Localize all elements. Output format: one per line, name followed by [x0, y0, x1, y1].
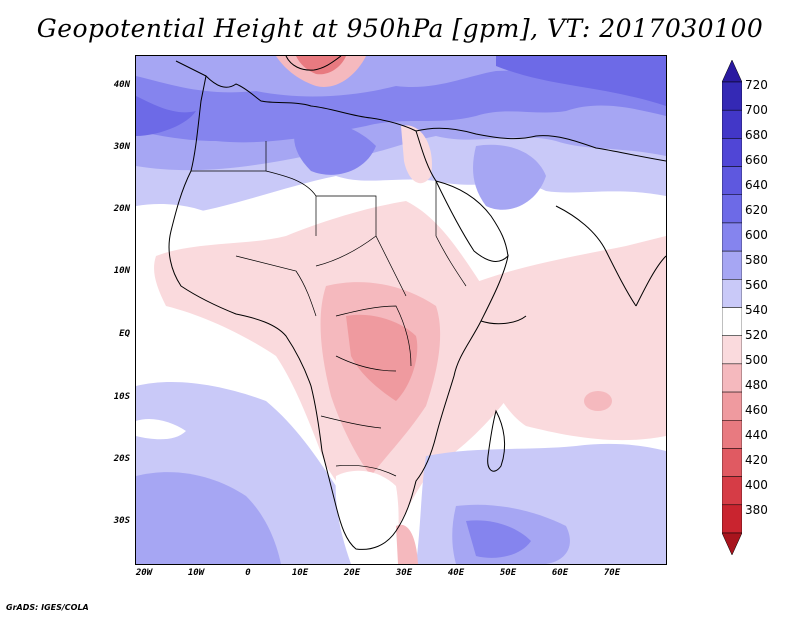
lon-label-50e: 50E [499, 568, 517, 578]
colorbar-label: 640 [745, 178, 768, 192]
colorbar-label: 620 [745, 203, 768, 217]
colorbar-swatch [722, 81, 742, 111]
lon-label-20e: 20E [343, 568, 361, 578]
lon-label-70e: 70E [603, 568, 621, 578]
colorbar-label: 380 [745, 503, 768, 517]
lat-label-30s: 30S [113, 516, 130, 526]
lat-label-eq: EQ [119, 329, 130, 339]
colorbar-swatch [722, 391, 742, 421]
colorbar-label: 600 [745, 228, 768, 242]
colorbar-label: 420 [745, 453, 768, 467]
lon-label-60e: 60E [551, 568, 569, 578]
colorbar-label: 480 [745, 378, 768, 392]
colorbar-label: 500 [745, 353, 768, 367]
map-title: Geopotential Height at 950hPa [gpm], VT:… [36, 14, 764, 43]
colorbar-swatch [722, 448, 742, 477]
colorbar-label: 400 [745, 478, 768, 492]
lon-label-0: 0 [245, 568, 251, 578]
lon-label-40e: 40E [447, 568, 465, 578]
colorbar-swatch [722, 279, 742, 308]
height-field [136, 56, 666, 564]
colorbar-label: 540 [745, 303, 768, 317]
lon-label-10e: 10E [291, 568, 309, 578]
lat-label-30n: 30N [113, 142, 130, 152]
lon-label-10w: 10W [187, 568, 205, 578]
colorbar-swatch [722, 60, 742, 83]
colorbar-label: 520 [745, 328, 768, 342]
colorbar-label: 560 [745, 278, 768, 292]
colorbar-label: 580 [745, 253, 768, 267]
colorbar-swatch [722, 363, 742, 393]
colorbar-swatch [722, 476, 742, 506]
colorbar-swatch [722, 222, 742, 252]
lat-label-20n: 20N [113, 204, 130, 214]
lat-label-10s: 10S [113, 392, 130, 402]
colorbar-swatch [722, 109, 742, 139]
colorbar-swatch [722, 335, 742, 365]
lon-label-30e: 30E [395, 568, 413, 578]
colorbar-label: 440 [745, 428, 768, 442]
colorbar-label: 680 [745, 128, 768, 142]
grads-credit: GrADS: IGES/COLA [6, 603, 89, 612]
colorbar-swatch [722, 166, 742, 195]
colorbar-swatch [722, 250, 742, 280]
colorbar-swatch [722, 138, 742, 167]
colorbar-label: 660 [745, 153, 768, 167]
colorbar [722, 60, 742, 555]
colorbar-label: 460 [745, 403, 768, 417]
colorbar-swatch [722, 307, 742, 336]
colorbar-label: 700 [745, 103, 768, 117]
lat-label-10n: 10N [113, 266, 130, 276]
colorbar-swatch [722, 532, 742, 555]
colorbar-label: 720 [745, 78, 768, 92]
colorbar-swatch [722, 194, 742, 224]
colorbar-swatch [722, 420, 742, 449]
lat-label-20s: 20S [113, 454, 130, 464]
colorbar-swatch [722, 504, 742, 534]
lat-label-40n: 40N [113, 80, 130, 90]
map-area [135, 55, 667, 565]
lon-label-20w: 20W [135, 568, 153, 578]
